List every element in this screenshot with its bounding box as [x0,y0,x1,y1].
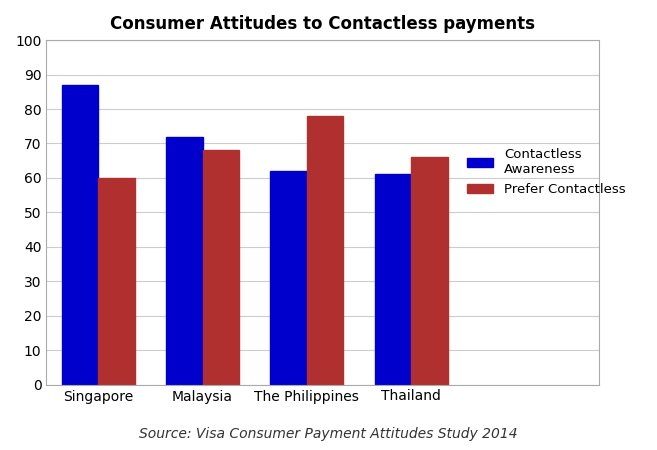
Title: Consumer Attitudes to Contactless payments: Consumer Attitudes to Contactless paymen… [110,15,535,33]
Text: Source: Visa Consumer Payment Attitudes Study 2014: Source: Visa Consumer Payment Attitudes … [139,427,518,441]
Bar [374,175,411,385]
Bar [62,85,99,385]
Bar [270,171,307,385]
Bar [166,137,202,385]
Bar [99,178,135,385]
Bar [202,150,239,385]
Bar [307,116,344,385]
Bar [411,157,447,385]
Legend: Contactless
Awareness, Prefer Contactless: Contactless Awareness, Prefer Contactles… [462,143,631,201]
